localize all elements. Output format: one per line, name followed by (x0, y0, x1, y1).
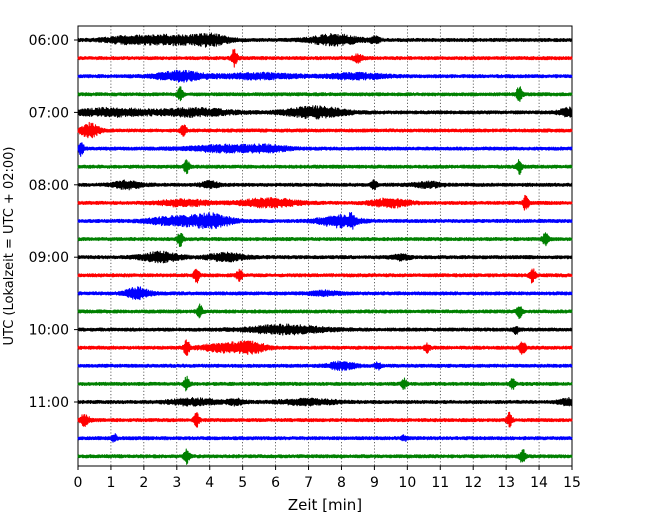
trace-1145 (77, 448, 573, 465)
x-tick-label-2: 2 (139, 475, 148, 491)
x-tick-label-7: 7 (304, 475, 313, 491)
y-tick-label-07:00: 07:00 (29, 105, 69, 121)
y-tick-label-11:00: 11:00 (29, 395, 69, 411)
trace-0930 (77, 286, 573, 301)
y-axis-ticks: 06:00 07:00 08:00 09:00 10:00 11:00 (29, 33, 78, 411)
trace-0700 (77, 105, 573, 120)
trace-0830 (77, 212, 573, 230)
trace-1115 (77, 411, 573, 428)
trace-0915 (77, 268, 573, 284)
trace-0645 (77, 86, 573, 103)
trace-0745 (77, 159, 573, 176)
trace-1045 (77, 375, 573, 392)
x-tick-label-9: 9 (370, 475, 379, 491)
x-tick-label-5: 5 (238, 475, 247, 491)
x-tick-label-6: 6 (271, 475, 280, 491)
trace-group (77, 32, 573, 465)
x-tick-label-1: 1 (106, 475, 115, 491)
trace-1000 (77, 323, 573, 336)
trace-1015 (77, 339, 573, 356)
x-tick-label-0: 0 (74, 475, 83, 491)
x-axis-ticks: 0 1 2 3 4 5 6 7 8 9 10 11 12 13 14 15 (74, 466, 581, 491)
x-tick-label-15: 15 (563, 475, 581, 491)
trace-0730 (77, 142, 573, 157)
trace-0630 (77, 69, 573, 83)
y-tick-label-06:00: 06:00 (29, 33, 69, 49)
x-tick-label-12: 12 (464, 475, 482, 491)
trace-1100 (77, 396, 573, 407)
trace-0845 (77, 232, 573, 248)
trace-1130 (77, 433, 573, 443)
trace-0800 (77, 179, 573, 191)
y-tick-label-10:00: 10:00 (29, 323, 69, 339)
x-tick-label-4: 4 (205, 475, 214, 491)
trace-0900 (77, 250, 573, 264)
trace-0945 (77, 303, 573, 320)
trace-0600 (77, 32, 573, 48)
plot-frame (77, 25, 573, 467)
y-axis-label: UTC (Lokalzeit = UTC + 02:00) (2, 147, 17, 346)
x-tick-label-14: 14 (530, 475, 548, 491)
x-tick-label-3: 3 (172, 475, 181, 491)
y-tick-label-08:00: 08:00 (29, 178, 69, 194)
x-axis-label: Zeit [min] (288, 496, 362, 514)
trace-0715 (77, 121, 573, 139)
x-tick-label-11: 11 (431, 475, 449, 491)
y-tick-label-09:00: 09:00 (29, 250, 69, 266)
trace-0615 (77, 48, 573, 68)
trace-1030 (77, 360, 573, 372)
x-tick-label-10: 10 (398, 475, 416, 491)
x-tick-label-8: 8 (337, 475, 346, 491)
trace-0815 (77, 194, 573, 211)
x-tick-label-13: 13 (497, 475, 515, 491)
